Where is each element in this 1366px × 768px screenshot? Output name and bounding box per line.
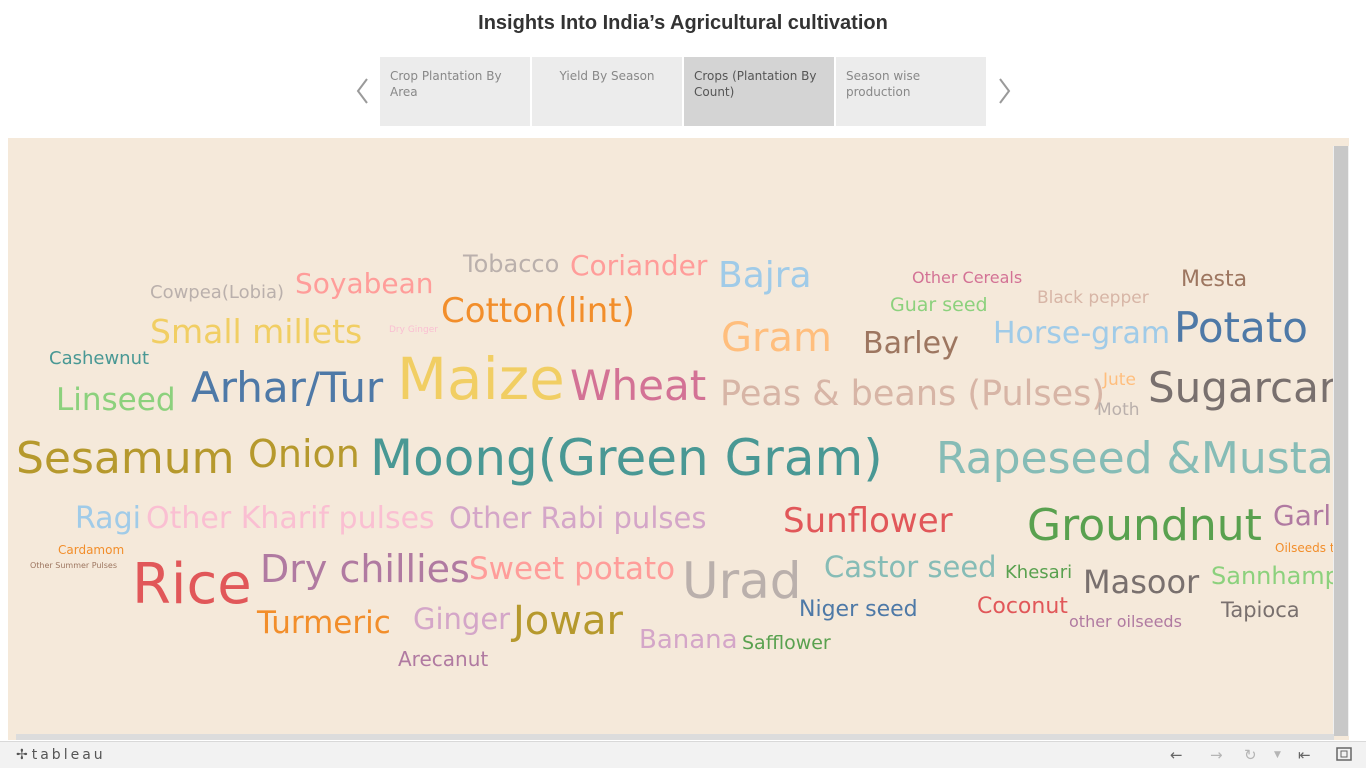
story-tab-crop-plantation-by-area[interactable]: Crop Plantation By Area: [380, 57, 530, 126]
word-urad[interactable]: Urad: [682, 552, 802, 610]
word-linseed[interactable]: Linseed: [56, 382, 176, 418]
previous-story-point-button[interactable]: [350, 74, 374, 108]
story-tab-label: Yield By Season: [559, 69, 655, 83]
word-other-summer-pulses[interactable]: Other Summer Pulses: [30, 561, 117, 570]
word-peas-beans-pulses[interactable]: Peas & beans (Pulses): [720, 374, 1106, 414]
word-bajra[interactable]: Bajra: [718, 255, 812, 296]
page-title: Insights Into India’s Agricultural culti…: [478, 12, 888, 34]
word-small-millets[interactable]: Small millets: [150, 312, 363, 351]
word-other-kharif-pulses[interactable]: Other Kharif pulses: [146, 501, 435, 536]
word-other-rabi-pulses[interactable]: Other Rabi pulses: [449, 501, 707, 535]
word-dry-ginger[interactable]: Dry Ginger: [389, 325, 438, 335]
dropdown-icon[interactable]: ▼: [1274, 750, 1281, 760]
word-coconut[interactable]: Coconut: [977, 594, 1068, 619]
word-arhar-tur[interactable]: Arhar/Tur: [191, 363, 384, 412]
chevron-right-icon: [999, 78, 1011, 104]
word-other-oilseeds[interactable]: other oilseeds: [1069, 612, 1182, 631]
word-moth[interactable]: Moth: [1097, 400, 1140, 420]
word-maize[interactable]: Maize: [397, 345, 565, 413]
word-sesamum[interactable]: Sesamum: [16, 433, 235, 484]
word-groundnut[interactable]: Groundnut: [1027, 500, 1262, 551]
word-other-cereals[interactable]: Other Cereals: [912, 268, 1023, 287]
revert-icon[interactable]: ↻: [1244, 746, 1257, 764]
word-cardamom[interactable]: Cardamom: [58, 543, 125, 557]
chevron-left-icon: [356, 78, 368, 104]
word-jute[interactable]: Jute: [1103, 370, 1136, 390]
vertical-scrollbar[interactable]: [1333, 146, 1349, 736]
word-safflower[interactable]: Safflower: [742, 632, 831, 654]
word-cloud-chart: Tobacco Coriander Bajra Other Cereals Mesta C…: [8, 138, 1349, 740]
word-castor-seed[interactable]: Castor seed: [824, 550, 997, 584]
word-gram[interactable]: Gram: [721, 315, 832, 361]
word-tobacco[interactable]: Tobacco: [463, 250, 560, 278]
word-oilseeds-total[interactable]: Oilseeds total: [1275, 541, 1349, 555]
word-ginger[interactable]: Ginger: [413, 602, 511, 636]
story-tab-label: Season wise production: [846, 69, 921, 99]
word-dry-chillies[interactable]: Dry chillies: [260, 547, 470, 591]
undo-icon[interactable]: ←: [1170, 746, 1183, 764]
tableau-logo-icon: ✢: [16, 747, 28, 763]
word-rapeseed-mustard[interactable]: Rapeseed &Mustard: [936, 433, 1349, 484]
story-tab-yield-by-season[interactable]: Yield By Season: [532, 57, 682, 126]
word-black-pepper[interactable]: Black pepper: [1037, 288, 1149, 308]
word-onion[interactable]: Onion: [248, 432, 360, 476]
tableau-toolbar: ✢ tableau ← → ↻ ▼ ⇤: [0, 741, 1366, 768]
word-cowpea-lobia[interactable]: Cowpea(Lobia): [150, 282, 285, 303]
word-sugarcane[interactable]: Sugarcane: [1148, 363, 1349, 412]
word-soyabean[interactable]: Soyabean: [295, 267, 434, 300]
word-cashewnut[interactable]: Cashewnut: [49, 348, 150, 369]
word-wheat[interactable]: Wheat: [570, 361, 707, 410]
story-tab-season-wise-production[interactable]: Season wise production: [836, 57, 986, 126]
word-arecanut[interactable]: Arecanut: [398, 647, 489, 671]
word-moong-green-gram[interactable]: Moong(Green Gram): [370, 429, 883, 487]
word-turmeric[interactable]: Turmeric: [257, 605, 391, 641]
word-ragi[interactable]: Ragi: [75, 501, 141, 536]
word-horse-gram[interactable]: Horse-gram: [993, 316, 1171, 351]
word-sweet-potato[interactable]: Sweet potato: [469, 551, 676, 587]
word-rice[interactable]: Rice: [132, 552, 252, 617]
story-tab-label: Crops (Plantation By Count): [694, 69, 817, 99]
word-potato[interactable]: Potato: [1174, 303, 1308, 352]
word-sunflower[interactable]: Sunflower: [783, 501, 953, 541]
word-barley[interactable]: Barley: [863, 326, 959, 361]
word-sannhamp[interactable]: Sannhamp: [1211, 562, 1340, 590]
word-guar-seed[interactable]: Guar seed: [890, 294, 988, 316]
story-tab-crops-plantation-by-count[interactable]: Crops (Plantation By Count): [684, 57, 834, 126]
tableau-logo-text: tableau: [31, 747, 106, 763]
horizontal-scrollbar[interactable]: [16, 734, 1334, 740]
word-coriander[interactable]: Coriander: [570, 249, 708, 282]
word-niger-seed[interactable]: Niger seed: [799, 597, 918, 622]
reset-icon[interactable]: ⇤: [1298, 746, 1311, 764]
tableau-logo: ✢ tableau: [16, 747, 106, 763]
word-tapioca[interactable]: Tapioca: [1221, 598, 1300, 622]
word-mesta[interactable]: Mesta: [1181, 267, 1248, 292]
word-banana[interactable]: Banana: [639, 625, 738, 655]
word-cotton-lint[interactable]: Cotton(lint): [441, 291, 635, 331]
word-jowar[interactable]: Jowar: [513, 598, 623, 644]
redo-icon[interactable]: →: [1210, 746, 1223, 764]
fullscreen-icon[interactable]: [1336, 747, 1352, 763]
story-tab-label: Crop Plantation By Area: [390, 69, 502, 99]
vertical-scrollbar-thumb[interactable]: [1334, 146, 1348, 736]
next-story-point-button[interactable]: [993, 74, 1017, 108]
word-masoor[interactable]: Masoor: [1083, 563, 1200, 601]
word-khesari[interactable]: Khesari: [1005, 562, 1073, 583]
